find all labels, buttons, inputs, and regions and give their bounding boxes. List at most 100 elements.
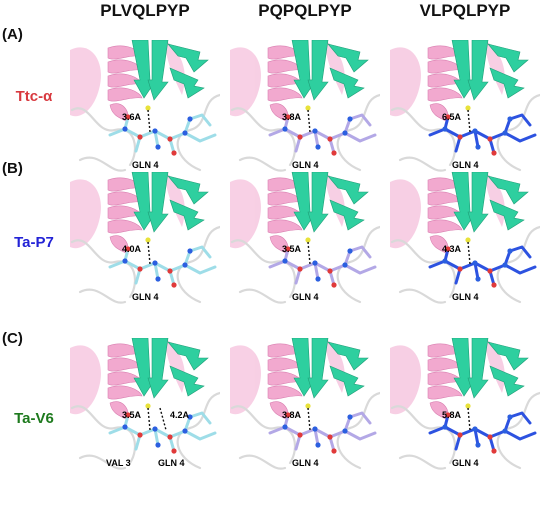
atom <box>182 262 188 268</box>
atom <box>331 448 337 454</box>
alpha-helix <box>107 343 143 421</box>
distance-dashes <box>467 241 471 265</box>
sulfur-atom <box>305 403 311 409</box>
structure-panel: 6.5A GLN 4 <box>390 40 540 177</box>
distance-label: 3.5A <box>122 410 142 420</box>
atom <box>122 126 128 132</box>
atom <box>475 442 481 448</box>
atom <box>327 434 333 440</box>
beta-sheet <box>451 40 529 101</box>
distance-dashes <box>307 241 311 265</box>
distance-label: 3.8A <box>282 410 302 420</box>
molecular-structure: 3.8A GLN 4 <box>230 40 380 172</box>
atom <box>342 428 348 434</box>
sulfur-atom <box>465 403 471 409</box>
row-tag-c: (C) <box>2 330 23 347</box>
atom <box>487 136 493 142</box>
atom <box>285 114 291 120</box>
alpha-helix <box>107 177 143 255</box>
alpha-helix <box>267 177 303 255</box>
structure-panel: 3.5A 4.2A GLN 4 VAL 3 <box>70 338 220 475</box>
atom <box>182 428 188 434</box>
distance-label: 3.8A <box>282 112 302 122</box>
molecular-structure: 4.0A GLN 4 <box>70 172 220 304</box>
atom <box>282 126 288 132</box>
atom <box>182 130 188 136</box>
atom <box>331 150 337 156</box>
atom <box>297 432 303 438</box>
atom <box>342 130 348 136</box>
atom <box>442 424 448 430</box>
atom <box>487 268 493 274</box>
molecular-structure: 6.5A GLN 4 <box>390 40 540 172</box>
atom <box>315 276 321 282</box>
structure-panel: 3.5A GLN 4 <box>230 172 380 309</box>
atom <box>122 424 128 430</box>
atom <box>285 246 291 252</box>
distance-dashes <box>467 407 471 431</box>
atom <box>327 268 333 274</box>
atom <box>507 414 513 420</box>
distance-dashes <box>147 407 151 431</box>
atom <box>187 414 193 420</box>
sulfur-atom <box>465 237 471 243</box>
atom <box>137 134 143 140</box>
atom <box>472 260 478 266</box>
atom <box>445 114 451 120</box>
distance-label: 4.0A <box>122 244 142 254</box>
sulfur-atom <box>145 403 151 409</box>
atom <box>442 258 448 264</box>
column-header-1: PLVQLPYP <box>100 1 190 20</box>
row-label-ta-p7: Ta-P7 <box>14 234 54 251</box>
residue-label: GLN 4 <box>132 160 159 170</box>
atom <box>491 150 497 156</box>
beta-sheet <box>451 172 529 233</box>
beta-sheet <box>131 172 209 233</box>
atom <box>171 150 177 156</box>
atom <box>125 114 131 120</box>
atom <box>315 144 321 150</box>
row-tag-b: (B) <box>2 160 23 177</box>
atom <box>152 260 158 266</box>
residue-label: GLN 4 <box>292 160 319 170</box>
distance-label: 5.8A <box>442 410 462 420</box>
structure-panel: 4.0A GLN 4 <box>70 172 220 309</box>
atom <box>327 136 333 142</box>
beta-sheet <box>131 338 209 399</box>
alpha-helix <box>427 177 463 255</box>
atom <box>187 248 193 254</box>
distance-label: 6.5A <box>442 112 462 122</box>
sulfur-atom <box>305 237 311 243</box>
row-label-ttc-alpha: Ttc-α <box>15 88 53 105</box>
beta-sheet <box>291 172 369 233</box>
atom <box>137 432 143 438</box>
atom <box>342 262 348 268</box>
atom <box>152 128 158 134</box>
distance-dashes <box>467 109 471 133</box>
sulfur-atom <box>145 105 151 111</box>
atom <box>445 412 451 418</box>
atom <box>312 260 318 266</box>
atom <box>167 434 173 440</box>
atom <box>475 144 481 150</box>
row-tag-a: (A) <box>2 26 23 43</box>
atom <box>445 246 451 252</box>
distance-dashes <box>147 109 151 133</box>
atom <box>125 412 131 418</box>
atom <box>171 448 177 454</box>
residue-label: GLN 4 <box>452 160 479 170</box>
atom <box>155 276 161 282</box>
atom <box>475 276 481 282</box>
molecular-structure: 3.8A GLN 4 <box>230 338 380 470</box>
atom <box>457 134 463 140</box>
atom <box>155 442 161 448</box>
atom <box>331 282 337 288</box>
atom <box>502 428 508 434</box>
atom <box>297 134 303 140</box>
structure-panel: 5.8A GLN 4 <box>390 338 540 475</box>
distance-dashes <box>159 407 167 431</box>
atom <box>285 412 291 418</box>
atom <box>167 268 173 274</box>
sulfur-atom <box>305 105 311 111</box>
atom <box>491 282 497 288</box>
